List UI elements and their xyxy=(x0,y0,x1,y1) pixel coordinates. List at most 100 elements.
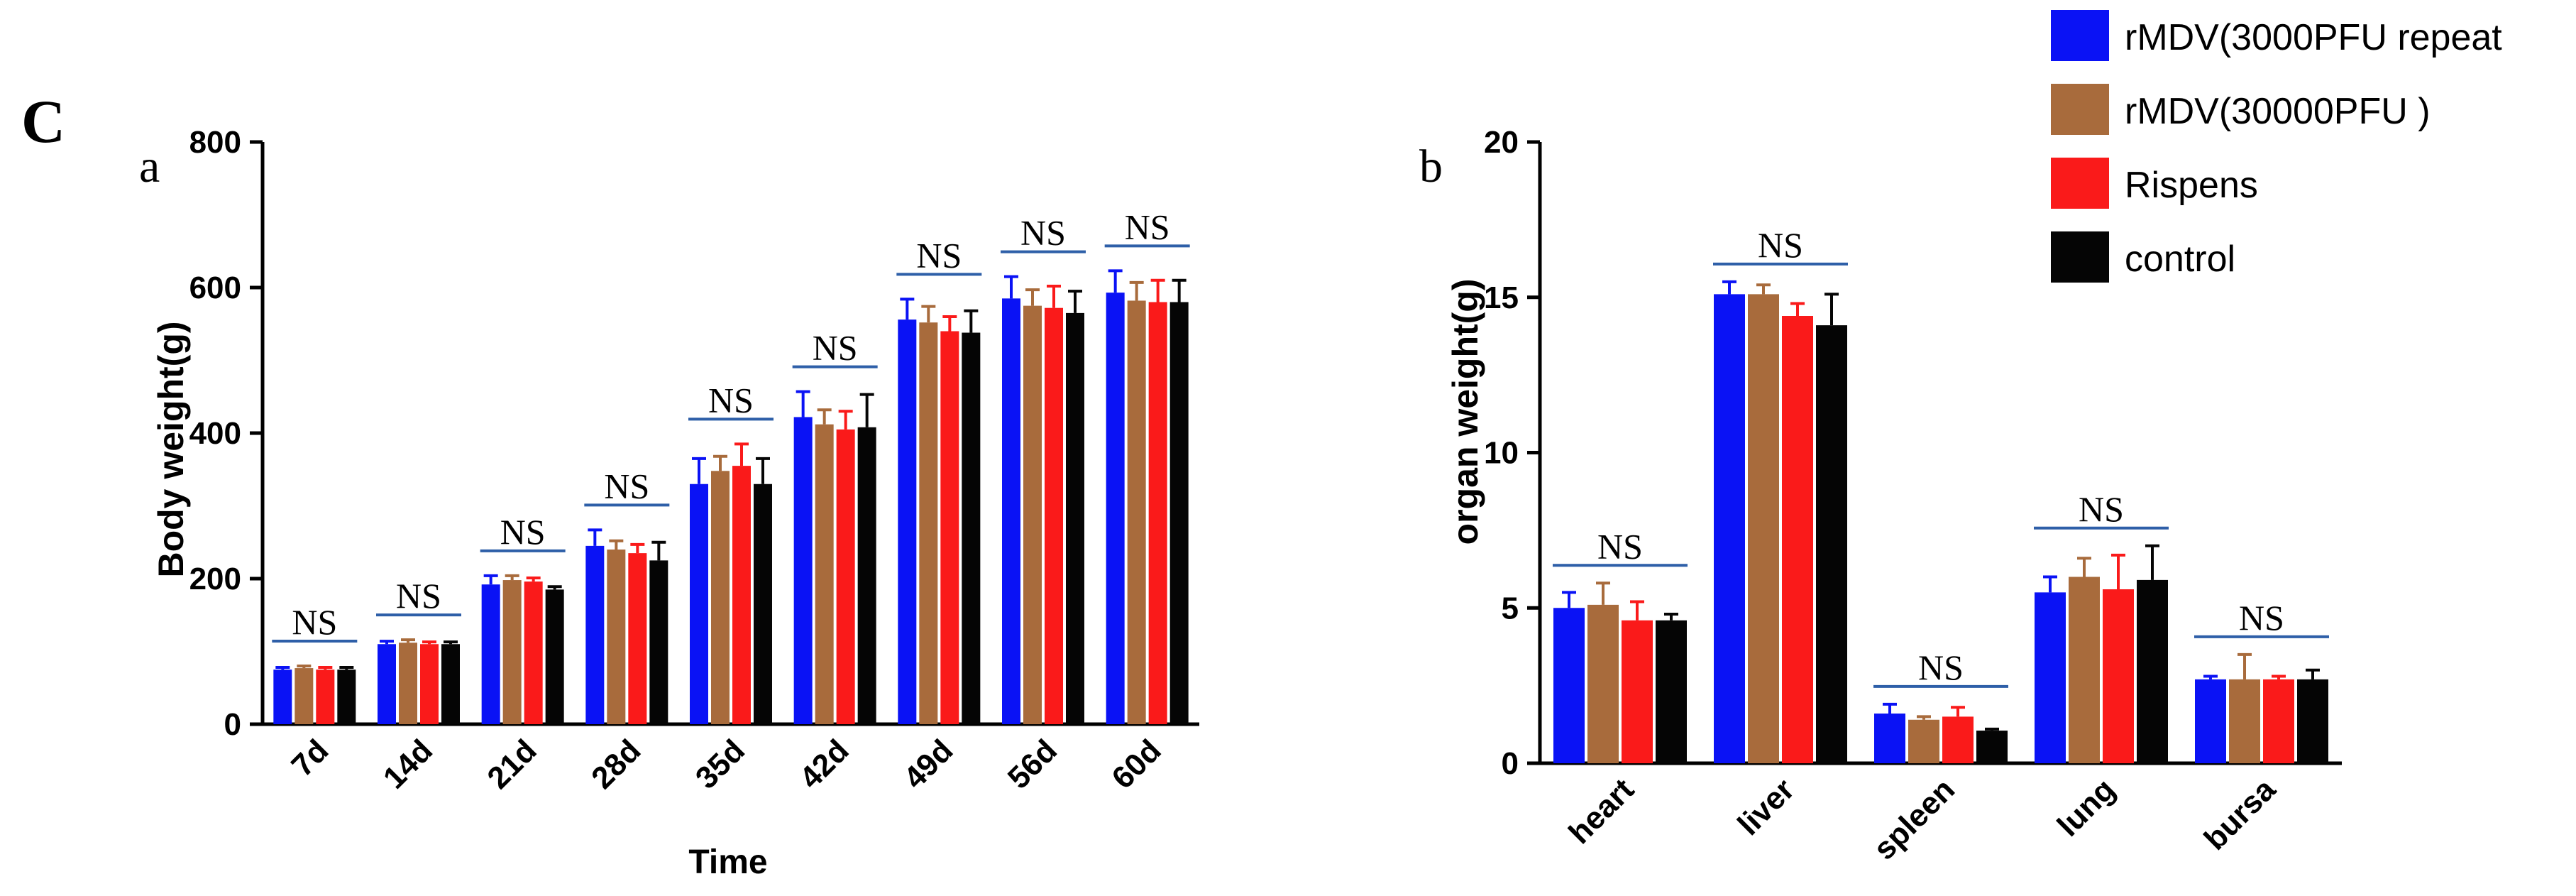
chart-a-y-tick-label: 600 xyxy=(189,271,241,305)
chart-b-y-tick-label: 0 xyxy=(1502,746,1519,781)
chart-a-bars xyxy=(273,269,1189,725)
panel-label: C xyxy=(21,87,65,155)
chart-a-y-tick-label: 0 xyxy=(224,707,241,742)
chart-a-x-tick-label: 35d xyxy=(689,733,752,795)
chart-b-bar xyxy=(2103,589,2134,763)
chart-a-bar xyxy=(502,580,522,724)
chart-a-x-tick-label: 49d xyxy=(897,733,959,795)
chart-a-ns-label: NS xyxy=(1020,213,1066,253)
chart-a-ns-label: NS xyxy=(708,380,754,420)
chart-a-x-tick-label: 42d xyxy=(793,733,855,795)
chart-a-x-tick-label: 14d xyxy=(377,733,439,795)
chart-a-y-tick-label: 800 xyxy=(189,125,241,160)
chart-a-y-tick-label: 400 xyxy=(189,416,241,451)
chart-a-x-tick-label: 56d xyxy=(1001,733,1064,795)
legend-swatch-0 xyxy=(2051,10,2109,61)
chart-a-x-axis-label: Time xyxy=(688,843,767,881)
chart-b-x-tick-label: lung xyxy=(2051,772,2122,843)
chart-a-bar xyxy=(754,483,772,724)
chart-a-bar xyxy=(273,670,292,724)
chart-a-bar xyxy=(690,483,708,724)
legend-label-0: rMDV(3000PFU repeat xyxy=(2125,17,2502,58)
chart-b-panel-label: b xyxy=(1419,141,1443,192)
chart-a-bar xyxy=(378,644,396,724)
chart-b-annotations: NS NS NS NS NS xyxy=(1553,225,2329,688)
chart-a-bar xyxy=(316,670,335,724)
chart-a-x-tick-label: 28d xyxy=(585,733,647,795)
chart-b-bars xyxy=(1553,280,2328,763)
chart-b-bar xyxy=(1714,294,1745,763)
chart-a-bar xyxy=(1106,293,1125,724)
chart-a-ns-label: NS xyxy=(500,512,546,552)
chart-a-y-tick-label: 200 xyxy=(189,562,241,596)
chart-a-bar xyxy=(649,560,668,724)
legend-swatch-1 xyxy=(2051,84,2109,135)
chart-a-bar xyxy=(1169,302,1189,724)
chart-a-bar xyxy=(481,584,500,724)
chart-a-bar xyxy=(711,471,730,724)
chart-b: b organ weight(g) 0 5 10 15 20 heart liver spl… xyxy=(1419,125,2342,867)
legend-label-3: control xyxy=(2125,239,2235,280)
chart-b-bar xyxy=(2297,679,2328,763)
chart-a-x-ticks: 7d 14d 21d 28d 35d 42d 49d 56d 60d xyxy=(285,733,1167,795)
chart-a-bar xyxy=(524,581,543,724)
chart-b-bar xyxy=(1782,316,1813,763)
chart-b-bar xyxy=(2229,679,2260,763)
chart-b-y-tick-label: 15 xyxy=(1484,280,1519,315)
chart-b-bar xyxy=(1908,719,1939,763)
chart-b-ns-label: NS xyxy=(2239,598,2284,638)
chart-a-y-axis-label: Body weight(g) xyxy=(151,321,191,577)
chart-a-x-tick-label: 7d xyxy=(285,733,335,783)
chart-a-ns-label: NS xyxy=(604,466,649,506)
chart-b-y-axis-label: organ weight(g) xyxy=(1446,279,1485,545)
chart-b-bar xyxy=(1942,716,1974,763)
chart-b-bar xyxy=(2069,577,2100,763)
chart-a-ns-label: NS xyxy=(292,602,337,642)
chart-a-ns-label: NS xyxy=(813,328,858,368)
chart-b-bar xyxy=(2195,679,2226,763)
chart-a-ns-label: NS xyxy=(396,576,441,616)
legend-swatch-2 xyxy=(2051,158,2109,209)
chart-b-bar xyxy=(1816,325,1847,763)
chart-b-bar xyxy=(2137,579,2168,763)
chart-b-bar xyxy=(2035,592,2066,763)
chart-b-y-tick-label: 10 xyxy=(1484,436,1519,471)
chart-a-bar xyxy=(1148,302,1167,724)
legend: rMDV(3000PFU repeat rMDV(30000PFU ) Risp… xyxy=(2051,10,2502,283)
chart-a-bar xyxy=(919,322,938,724)
chart-a-bar xyxy=(898,319,917,725)
chart-a-ns-label: NS xyxy=(916,235,962,275)
chart-b-bar xyxy=(2263,679,2294,763)
chart-b-y-tick-label: 20 xyxy=(1484,125,1519,160)
chart-b-x-ticks: heart liver spleen lung bursa xyxy=(1562,772,2282,867)
chart-a-panel-label: a xyxy=(139,141,160,192)
chart-a: a Body weight(g) Time 0 200 400 600 800 7d 14… xyxy=(139,125,1199,881)
chart-b-ns-label: NS xyxy=(2079,489,2124,529)
chart-b-bar xyxy=(1587,604,1619,763)
chart-b-ns-label: NS xyxy=(1918,648,1964,687)
chart-a-x-tick-label: 60d xyxy=(1105,733,1167,795)
chart-a-bar xyxy=(399,643,417,724)
chart-a-x-tick-label: 21d xyxy=(480,733,543,795)
chart-a-bar xyxy=(628,553,647,724)
chart-a-bar xyxy=(1023,305,1042,724)
chart-b-y-tick-label: 5 xyxy=(1502,591,1519,625)
chart-b-bar xyxy=(1976,731,2008,763)
chart-b-x-tick-label: bursa xyxy=(2198,772,2283,857)
chart-a-bar xyxy=(295,668,314,724)
chart-a-bar xyxy=(732,466,751,724)
chart-b-x-tick-label: heart xyxy=(1562,772,1641,851)
chart-a-bar xyxy=(1002,298,1020,724)
chart-a-bar xyxy=(545,589,564,724)
chart-b-bar xyxy=(1656,620,1687,763)
chart-a-bar xyxy=(962,332,981,724)
chart-b-ns-label: NS xyxy=(1758,225,1803,265)
chart-a-annotations: NS NS NS NS NS NS NS NS NS xyxy=(272,207,1190,643)
chart-a-bar xyxy=(815,424,834,724)
chart-a-bar xyxy=(607,550,626,724)
chart-b-bar xyxy=(1553,608,1585,763)
chart-a-bar xyxy=(441,644,460,724)
chart-a-bar xyxy=(940,331,959,724)
chart-a-bar xyxy=(420,644,439,724)
